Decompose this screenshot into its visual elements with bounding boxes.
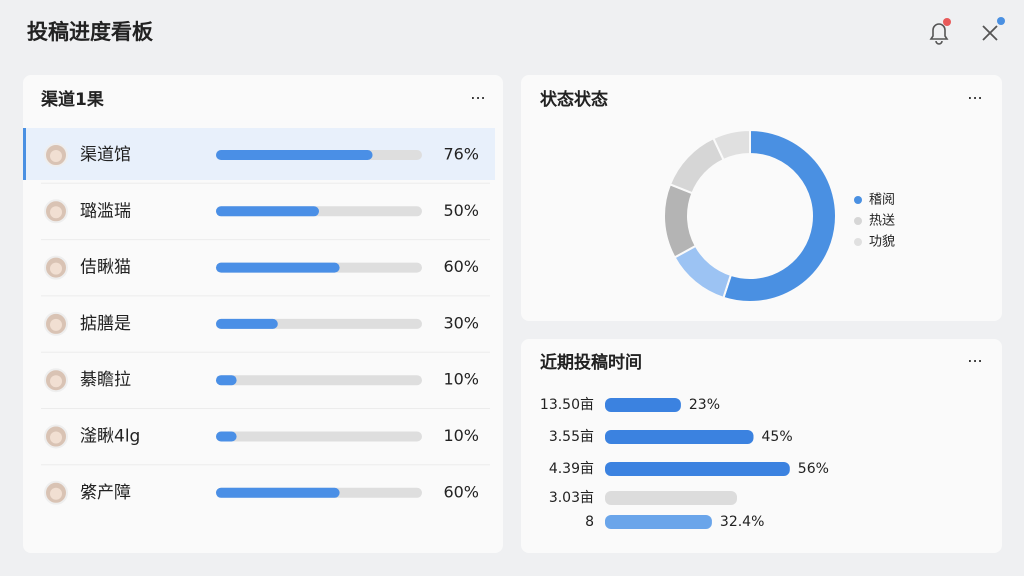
more-button[interactable]: ··· xyxy=(470,89,485,108)
progress-bar xyxy=(216,150,373,160)
bar xyxy=(605,398,681,412)
channel-name: 掂膳是 xyxy=(80,314,131,334)
more-button[interactable]: ··· xyxy=(967,352,982,371)
notification-dot xyxy=(943,18,951,26)
avatar-face xyxy=(50,487,62,500)
avatar-face xyxy=(50,431,62,444)
avatar-face xyxy=(50,318,62,331)
progress-bar xyxy=(216,375,237,386)
donut-segment xyxy=(722,128,837,303)
progress-label: 60% xyxy=(443,257,479,276)
progress-label: 30% xyxy=(443,313,479,332)
value-label: 32.4% xyxy=(720,514,764,530)
progress-bar xyxy=(216,487,340,498)
bar xyxy=(605,430,754,444)
progress-label: 60% xyxy=(443,482,479,501)
bar xyxy=(605,462,790,476)
value-label: 45% xyxy=(762,429,793,445)
avatar-face xyxy=(50,375,62,388)
legend-dot xyxy=(854,196,862,204)
donut-segment xyxy=(712,128,751,162)
progress-label: 10% xyxy=(443,426,479,445)
progress-bar xyxy=(216,431,237,442)
status-dot xyxy=(997,17,1005,25)
channel-name: 滏瞅4lg xyxy=(80,427,140,447)
legend-label: 热送 xyxy=(869,214,895,229)
progress-bar xyxy=(216,262,340,273)
avatar-face xyxy=(50,206,62,219)
legend-dot xyxy=(854,238,862,246)
bar xyxy=(605,515,712,529)
progress-label: 10% xyxy=(443,370,479,389)
legend-label: 功貌 xyxy=(869,235,895,250)
avatar-face xyxy=(50,262,62,275)
status-card xyxy=(521,75,1002,321)
card-title: 渠道1果 xyxy=(40,89,104,110)
close-button[interactable] xyxy=(982,17,1005,41)
y-tick-label: 3.55亩 xyxy=(549,428,594,445)
progress-bar xyxy=(216,318,278,329)
legend-label: 稽阅 xyxy=(869,193,895,208)
legend-dot xyxy=(854,217,862,225)
progress-bar xyxy=(216,206,319,217)
progress-track xyxy=(216,431,422,442)
bell-icon[interactable] xyxy=(929,23,949,45)
row-indicator xyxy=(23,128,26,180)
card-title: 近期投稿时间 xyxy=(540,352,642,373)
card-title: 状态状态 xyxy=(540,89,608,110)
channel-name: 佶瞅猫 xyxy=(80,258,131,278)
channel-name: 渠道馆 xyxy=(80,145,131,165)
channel-name: 綦瞻拉 xyxy=(80,370,131,390)
progress-label: 50% xyxy=(443,201,479,220)
close-icon[interactable] xyxy=(982,25,998,41)
y-tick-label: 3.03亩 xyxy=(549,489,594,506)
y-tick-label: 8 xyxy=(585,514,594,530)
bar xyxy=(605,491,737,505)
progress-label: 76% xyxy=(443,145,479,164)
value-label: 23% xyxy=(689,397,720,413)
channel-name: 璐滥瑞 xyxy=(80,201,131,221)
value-label: 56% xyxy=(798,461,829,477)
y-tick-label: 4.39亩 xyxy=(549,460,594,477)
y-tick-label: 13.50亩 xyxy=(540,396,594,413)
channel-name: 綮产障 xyxy=(80,483,131,503)
avatar-face xyxy=(50,150,62,162)
bell-button[interactable] xyxy=(929,18,951,45)
page-title: 投稿进度看板 xyxy=(27,20,154,44)
progress-track xyxy=(216,375,422,386)
more-button[interactable]: ··· xyxy=(967,89,982,108)
